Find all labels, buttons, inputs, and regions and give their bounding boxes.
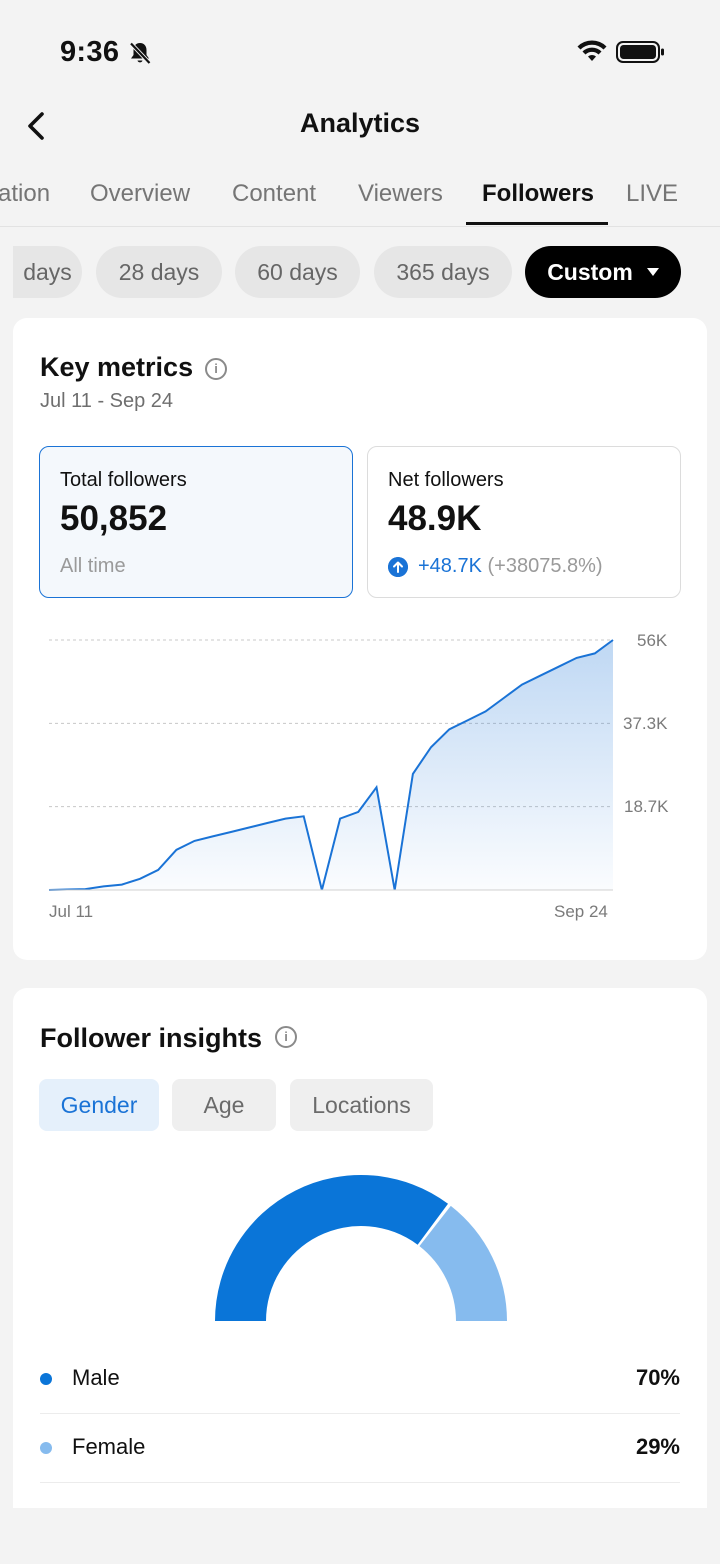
followers-area <box>49 640 613 890</box>
chip-custom[interactable]: Custom <box>525 246 681 298</box>
chip-label: 365 days <box>396 259 490 285</box>
bell-muted-icon <box>129 42 151 65</box>
segment-gender[interactable]: Gender <box>39 1079 159 1131</box>
date-range-chips: days 28 days 60 days 365 days Custom <box>0 246 720 298</box>
total-followers-tile[interactable]: Total followers 50,852 All time <box>39 446 353 598</box>
chip-60-days[interactable]: 60 days <box>235 246 360 298</box>
caret-down-icon <box>646 267 659 276</box>
key-metrics-title: Key metrics <box>40 352 194 382</box>
tab-viewers[interactable]: Viewers <box>358 180 443 207</box>
follower-insights-title: Follower insights <box>40 1023 263 1053</box>
legend-dot <box>40 1373 52 1385</box>
follower-insights-card: Follower insights i Gender Age Locations… <box>13 988 707 1508</box>
chip-28-days[interactable]: 28 days <box>96 246 222 298</box>
donut-segment-male <box>215 1175 449 1321</box>
battery-icon <box>616 41 664 63</box>
net-followers-delta: +48.7K (+38075.8%) <box>418 555 603 578</box>
active-tab-indicator <box>466 222 608 225</box>
net-followers-value: 48.9K <box>388 499 482 538</box>
info-icon[interactable]: i <box>275 1026 297 1048</box>
total-followers-label: Total followers <box>60 469 187 491</box>
status-bar: 9:36 <box>0 0 720 100</box>
tab-live[interactable]: LIVE <box>626 180 679 207</box>
x-tick-label: Sep 24 <box>554 902 608 921</box>
tab-inspiration[interactable]: ation <box>0 180 51 207</box>
legend-row-female: Female 29% <box>40 1414 680 1483</box>
arrow-up-icon <box>388 557 408 577</box>
y-tick-label: 18.7K <box>624 797 669 816</box>
total-followers-sub: All time <box>60 555 126 577</box>
delta-percent: (+38075.8%) <box>487 555 603 577</box>
page-title: Analytics <box>299 108 421 138</box>
net-followers-tile[interactable]: Net followers 48.9K +48.7K (+38075.8%) <box>367 446 681 598</box>
donut-segment-female <box>419 1205 507 1321</box>
chip-label: Custom <box>547 259 633 285</box>
tab-overview[interactable]: Overview <box>90 180 191 207</box>
nav-bar: Analytics <box>0 98 720 158</box>
chip-label: days <box>23 259 72 285</box>
total-followers-value: 50,852 <box>60 499 168 538</box>
chip-7-days[interactable]: days <box>13 246 82 298</box>
legend-dot <box>40 1442 52 1454</box>
gender-donut-chart <box>215 1175 507 1321</box>
y-tick-label: 56K <box>637 631 668 650</box>
followers-line <box>48 639 614 891</box>
back-arrow-icon[interactable] <box>20 106 54 146</box>
legend-label: Female <box>72 1434 146 1459</box>
key-metrics-date-range: Jul 11 - Sep 24 <box>40 390 174 412</box>
tab-content[interactable]: Content <box>232 180 317 207</box>
legend-row-male: Male 70% <box>40 1345 680 1414</box>
net-followers-label: Net followers <box>388 469 504 491</box>
info-icon[interactable]: i <box>205 358 227 380</box>
status-time: 9:36 <box>60 36 120 68</box>
key-metrics-card: Key metrics i Jul 11 - Sep 24 Total foll… <box>13 318 707 960</box>
legend-value: 70% <box>635 1365 680 1390</box>
tab-followers[interactable]: Followers <box>482 180 595 207</box>
segment-locations[interactable]: Locations <box>290 1079 433 1131</box>
wifi-icon <box>577 40 607 61</box>
segment-age[interactable]: Age <box>172 1079 276 1131</box>
chip-label: 60 days <box>257 259 338 285</box>
followers-area-chart: 56K 37.3K 18.7K Jul 11 Sep 24 <box>48 631 669 921</box>
x-tick-label: Jul 11 <box>49 902 93 921</box>
chip-365-days[interactable]: 365 days <box>374 246 512 298</box>
y-tick-label: 37.3K <box>623 714 668 733</box>
delta-value: +48.7K <box>418 555 482 577</box>
legend-value: 29% <box>635 1434 680 1459</box>
analytics-tabs: ation Overview Content Viewers Followers… <box>0 168 720 227</box>
legend-label: Male <box>72 1365 120 1390</box>
chip-label: 28 days <box>118 259 200 285</box>
